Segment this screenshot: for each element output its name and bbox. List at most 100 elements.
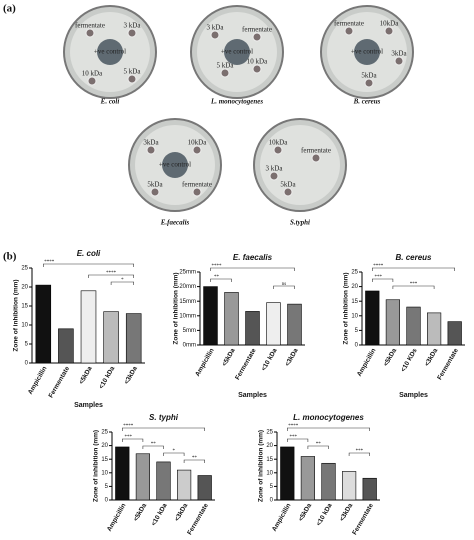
agar [260, 125, 340, 205]
well [146, 145, 156, 155]
control-zone [97, 39, 123, 65]
well [150, 187, 160, 197]
plate: 3 kDa fermentate +ve control 5 kDa 10 kDa [190, 5, 284, 99]
x-tick-label: <10 kDa [315, 502, 334, 527]
significance-bracket [287, 427, 370, 431]
x-axis-label: Samples [399, 392, 428, 399]
control-zone [162, 152, 188, 178]
significance-label: *** [356, 449, 364, 454]
y-tick-label: 0 [270, 498, 274, 504]
y-tick-label: 0 [105, 498, 109, 504]
x-tick-label: <3kDa [174, 502, 190, 523]
well [127, 74, 137, 84]
significance-label: **** [123, 424, 134, 429]
bar [385, 299, 400, 346]
plate-caption: E. coli [100, 98, 120, 106]
significance-label: ** [192, 456, 198, 461]
well [192, 145, 202, 155]
bar [287, 303, 302, 346]
plate: fermentate 10kDa +ve control 3kDa 5kDa [320, 5, 414, 99]
plate-label: 10kDa [269, 139, 289, 147]
significance-label: *** [125, 435, 133, 440]
x-tick-label: Fermentate [234, 347, 258, 381]
x-tick-label: <5kDa [382, 347, 398, 368]
significance-bracket [210, 278, 232, 282]
plate-label: +ve control [159, 161, 191, 169]
plate-label: 5 kDa [217, 62, 235, 70]
y-tick-label: 20 [266, 443, 273, 449]
significance-bracket [392, 285, 435, 289]
plate-caption: S.typhi [290, 219, 310, 227]
plate-label: +ve control [94, 48, 126, 56]
significance-bracket [142, 445, 164, 449]
plate-label: 5kDa [361, 72, 377, 80]
plate-label: 5kDa [147, 181, 163, 189]
plate-label: +ve control [351, 48, 383, 56]
significance-bracket [372, 278, 394, 282]
significance-bracket [348, 452, 370, 456]
significance-bracket [122, 427, 205, 431]
bar [266, 302, 281, 346]
well [85, 28, 95, 38]
plate-label: 3kDa [391, 50, 407, 58]
x-tick-label: <5kDa [297, 502, 313, 523]
well [252, 32, 262, 42]
significance-label: * [121, 278, 124, 283]
y-tick-label: 5 [355, 328, 359, 334]
significance-label: ns [282, 282, 287, 287]
plate: fermentate 3 kDa +ve control 10 kDa 5 kDa [63, 5, 157, 99]
panel-label: (b) [3, 251, 17, 263]
chart-title: S. typhi [149, 413, 179, 422]
y-tick-label: 10 [21, 323, 28, 329]
y-tick-label: 25 [101, 430, 108, 436]
bar [406, 306, 421, 346]
well [192, 187, 202, 197]
bar [321, 462, 336, 501]
y-tick-label: 10 [351, 313, 358, 319]
well [364, 78, 374, 88]
significance-bracket [163, 452, 185, 456]
x-tick-label: <10 kDa [150, 502, 169, 527]
x-tick-label: Fermentate [48, 365, 72, 399]
x-axis-label: Samples [238, 392, 267, 399]
significance-bracket [43, 263, 134, 267]
bar [224, 292, 239, 346]
x-axis-label: Samples [74, 402, 103, 409]
y-tick-label: 0 [25, 361, 29, 367]
x-tick-label: <10 kDa [260, 347, 279, 372]
significance-label: *** [410, 282, 418, 287]
plate-label: fermentate [301, 147, 331, 155]
plate-label: 3 kDa [124, 22, 142, 30]
x-tick-label: Ampicillin [271, 502, 293, 532]
significance-bracket [210, 267, 295, 271]
panel-label: (a) [3, 3, 16, 15]
plate-label: 5 kDa [124, 68, 142, 76]
plate-label: 10 kDa [82, 70, 103, 78]
bar [245, 311, 260, 346]
y-axis-label: Zone of inhibition (mm) [258, 430, 265, 502]
plate-label: 10kDa [380, 20, 400, 28]
y-axis-label: Zone of inhibition (mm) [13, 279, 20, 351]
plate-label: fermentate [242, 26, 272, 34]
x-tick-label: Fermentate [436, 347, 460, 381]
bar [362, 477, 377, 501]
significance-label: ** [214, 275, 220, 280]
plate-label: fermentate [182, 181, 212, 189]
y-tick-label: 15 [101, 457, 108, 463]
y-tick-label: 20 [101, 443, 108, 449]
x-tick-label: <3kDa [339, 502, 355, 523]
x-tick-label: <3kDa [284, 347, 300, 368]
y-tick-label: 0 [355, 343, 359, 349]
x-tick-label: <5kDa [221, 347, 237, 368]
bar [280, 446, 295, 501]
y-tick-label: 25 [266, 430, 273, 436]
significance-label: **** [106, 271, 117, 276]
plate-label: +ve control [221, 48, 253, 56]
x-tick-label: Ampicillin [27, 365, 49, 395]
well [87, 76, 97, 86]
y-tick-label: 25 [351, 270, 358, 276]
x-tick-label: Ampicillin [194, 347, 216, 377]
well [273, 145, 283, 155]
well [127, 28, 137, 38]
